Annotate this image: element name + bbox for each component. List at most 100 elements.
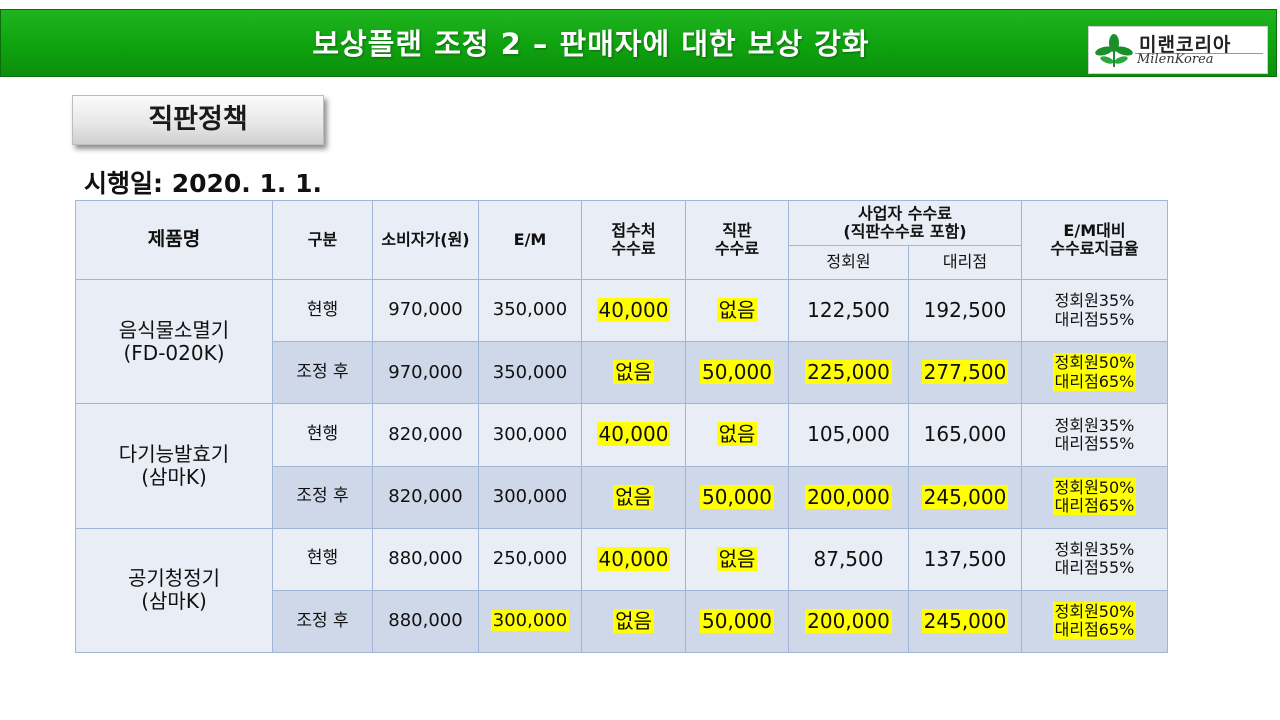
product-model: (FD-020K) xyxy=(123,340,225,365)
logo-divider xyxy=(1135,53,1263,54)
highlighted-value: 300,000 xyxy=(490,610,570,632)
table-row: 다기능발효기 (삼마K) 현행 820,000 300,000 40,000 없… xyxy=(75,403,1168,529)
product-name-cell: 공기청정기 (삼마K) xyxy=(75,527,273,654)
title-banner: 보상플랜 조정 2 – 판매자에 대한 보상 강화 미랜코리아 MilenKor… xyxy=(0,9,1277,77)
direct-fee-cell: 50,000 xyxy=(685,465,789,529)
company-logo: 미랜코리아 MilenKorea xyxy=(1088,26,1268,74)
header-product: 제품명 xyxy=(75,199,273,281)
agency-fee-cell: 137,500 xyxy=(908,527,1022,591)
regular-fee-cell: 87,500 xyxy=(788,527,909,591)
agency-fee-cell: 165,000 xyxy=(908,403,1022,467)
regular-fee-cell: 105,000 xyxy=(788,403,909,467)
header-agency: 대리점 xyxy=(908,245,1022,281)
logo-korean-text: 미랜코리아 xyxy=(1139,34,1232,56)
regular-fee-cell: 225,000 xyxy=(788,341,909,405)
rate-cell: 정회원50% 대리점65% xyxy=(1021,465,1168,529)
section-title-button: 직판정책 xyxy=(72,95,324,145)
em-cell: 300,000 xyxy=(478,465,582,529)
consumer-price-cell: 880,000 xyxy=(372,589,479,654)
reception-fee-cell: 없음 xyxy=(581,589,686,654)
header-reception-fee-line2: 수수료 xyxy=(611,239,656,259)
header-em: E/M xyxy=(478,199,582,281)
direct-fee-cell: 50,000 xyxy=(685,341,789,405)
header-regular-member: 정회원 xyxy=(788,245,909,281)
header-category: 구분 xyxy=(272,199,373,281)
page-title: 보상플랜 조정 2 – 판매자에 대한 보상 강화 xyxy=(312,27,870,61)
header-direct-fee-line2: 수수료 xyxy=(714,239,760,259)
header-reception-fee: 접수처 수수료 xyxy=(581,199,686,281)
logo-english-text: MilenKorea xyxy=(1137,52,1214,67)
direct-fee-cell: 50,000 xyxy=(685,589,789,654)
table-row: 조정 후 970,000 350,000 없음 50,000 225,000 2… xyxy=(76,341,1168,405)
rate-cell: 정회원35% 대리점55% xyxy=(1021,527,1168,591)
rate-regular: 정회원35% xyxy=(1054,415,1135,435)
subheader-row: 정회원 대리점 xyxy=(76,245,1168,281)
highlighted-value: 없음 xyxy=(613,360,654,385)
highlighted-value: 200,000 xyxy=(805,484,892,509)
rate-cell: 정회원50% 대리점65% xyxy=(1021,341,1168,405)
highlighted-value: 없음 xyxy=(613,608,654,633)
effective-date: 시행일: 2020. 1. 1. xyxy=(84,169,322,198)
highlighted-value: 40,000 xyxy=(596,298,671,323)
rate-cell: 정회원50% 대리점65% xyxy=(1021,589,1168,654)
product-name-cell: 다기능발효기 (삼마K) xyxy=(75,403,273,529)
header-consumer-price: 소비자가(원) xyxy=(372,199,479,281)
reception-fee-cell: 없음 xyxy=(581,341,686,405)
agency-fee-cell: 192,500 xyxy=(908,279,1022,343)
header-row: 제품명 구분 소비자가(원) E/M 접수처 수수료 직판 수수료 사업자 수수… xyxy=(75,199,1168,281)
highlighted-value: 없음 xyxy=(716,422,758,447)
highlighted-value: 200,000 xyxy=(805,608,892,633)
highlighted-value: 277,500 xyxy=(921,360,1009,385)
product-name: 공기청정기 xyxy=(128,566,220,591)
reception-fee-cell: 40,000 xyxy=(581,403,686,467)
product-name-cell: 음식물소멸기 (FD-020K) xyxy=(75,279,273,405)
header-em-ratio: E/M대비 수수료지급율 xyxy=(1021,199,1168,281)
highlighted-value: 없음 xyxy=(716,546,758,571)
rate-agency: 대리점55% xyxy=(1054,558,1135,578)
em-cell: 300,000 xyxy=(478,589,582,654)
reception-fee-cell: 40,000 xyxy=(581,527,686,591)
highlighted-value: 50,000 xyxy=(700,608,774,633)
em-cell: 350,000 xyxy=(478,341,582,405)
category-cell: 조정 후 xyxy=(272,465,373,529)
rate-agency: 대리점55% xyxy=(1054,433,1135,453)
highlighted-value: 없음 xyxy=(613,484,654,509)
category-cell: 현행 xyxy=(272,403,373,467)
header-em-ratio-line2: 수수료지급율 xyxy=(1050,239,1139,259)
em-cell: 300,000 xyxy=(478,403,582,467)
header-business-fee-line1: 사업자 수수료 xyxy=(858,203,952,223)
compensation-table: 제품명 구분 소비자가(원) E/M 접수처 수수료 직판 수수료 사업자 수수… xyxy=(75,199,1168,654)
highlighted-value: 없음 xyxy=(716,298,758,323)
category-cell: 현행 xyxy=(272,279,373,343)
consumer-price-cell: 880,000 xyxy=(372,527,479,591)
highlighted-value: 40,000 xyxy=(596,422,671,447)
consumer-price-cell: 820,000 xyxy=(372,465,479,529)
category-cell: 조정 후 xyxy=(272,589,373,654)
rate-cell: 정회원35% 대리점55% xyxy=(1021,279,1168,343)
rate-cell: 정회원35% 대리점55% xyxy=(1021,403,1168,467)
highlighted-value: 50,000 xyxy=(700,360,774,385)
rate-regular: 정회원50% xyxy=(1052,353,1137,373)
header-reception-fee-line1: 접수처 xyxy=(611,220,656,240)
product-name: 음식물소멸기 xyxy=(118,317,230,342)
regular-fee-cell: 200,000 xyxy=(788,465,909,529)
consumer-price-cell: 820,000 xyxy=(372,403,479,467)
direct-fee-cell: 없음 xyxy=(685,279,789,343)
direct-fee-cell: 없음 xyxy=(685,403,789,467)
agency-fee-cell: 245,000 xyxy=(908,465,1022,529)
header-direct-fee: 직판 수수료 xyxy=(685,199,789,281)
regular-fee-cell: 122,500 xyxy=(788,279,909,343)
product-name: 다기능발효기 xyxy=(118,442,230,467)
reception-fee-cell: 40,000 xyxy=(581,279,686,343)
header-direct-fee-line1: 직판 xyxy=(722,220,752,240)
rate-regular: 정회원50% xyxy=(1052,602,1137,621)
table-row: 조정 후 820,000 300,000 없음 50,000 200,000 2… xyxy=(76,465,1168,529)
highlighted-value: 40,000 xyxy=(596,546,671,571)
agency-fee-cell: 245,000 xyxy=(908,589,1022,654)
em-cell: 250,000 xyxy=(478,527,582,591)
highlighted-value: 50,000 xyxy=(700,484,774,509)
rate-regular: 정회원50% xyxy=(1052,477,1137,497)
highlighted-value: 245,000 xyxy=(921,484,1009,509)
highlighted-value: 225,000 xyxy=(805,360,892,385)
highlighted-value: 245,000 xyxy=(921,608,1009,633)
